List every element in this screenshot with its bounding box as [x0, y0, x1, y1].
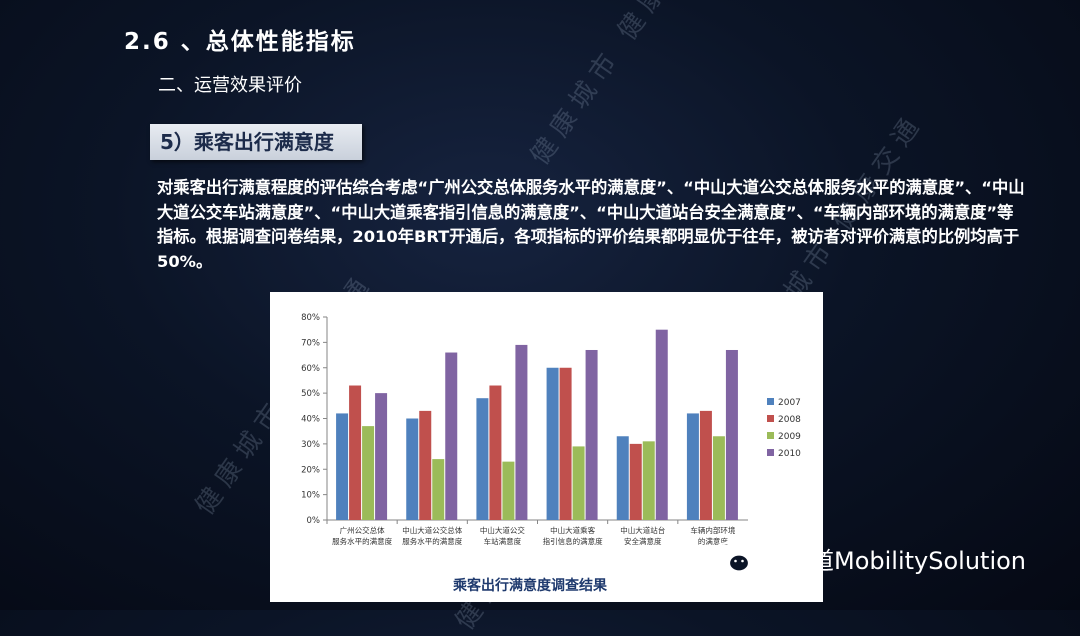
- legend-label: 2009: [778, 432, 801, 442]
- legend-label: 2010: [778, 449, 801, 459]
- brand-name: 行之道MobilitySolution: [762, 546, 1027, 575]
- legend-swatch-2010: [767, 449, 774, 456]
- brand-logo: 行之道MobilitySolution: [712, 540, 1026, 576]
- bar-2007: [406, 418, 419, 520]
- y-tick-label: 40%: [301, 415, 320, 425]
- bar-2009: [642, 441, 655, 520]
- item-heading: 5）乘客出行满意度: [150, 124, 362, 160]
- x-tick-label: 安全满意度: [624, 536, 662, 546]
- bar-2008: [349, 385, 362, 520]
- x-tick-label: 中山大道站台: [620, 525, 665, 535]
- satisfaction-chart: 0% 10% 20% 30% 40% 50% 60% 70% 80% 广州公交总体 服务水平的满意度…: [270, 292, 823, 602]
- x-tick-label: 服务水平的满意度: [402, 536, 462, 546]
- bar-2009: [572, 446, 585, 520]
- bar-2007: [476, 398, 489, 520]
- y-tick-label: 30%: [301, 440, 320, 450]
- watermark-text: 健康城市 健康交通: [524, 0, 715, 171]
- chart-title: 乘客出行满意度调查结果: [452, 577, 608, 594]
- y-tick-label: 10%: [301, 491, 320, 501]
- x-tick-label: 的满意度: [698, 536, 728, 546]
- bar-2007: [616, 436, 629, 520]
- y-tick-label: 70%: [301, 338, 320, 348]
- x-tick-label: 中山大道公交总体: [402, 525, 462, 535]
- x-tick-label: 广州公交总体: [340, 525, 385, 535]
- wechat-icon: [712, 541, 751, 573]
- bar-2010: [375, 393, 388, 520]
- legend-label: 2008: [778, 415, 801, 425]
- section-subtitle: 二、运营效果评价: [158, 75, 302, 96]
- bar-2007: [546, 367, 559, 520]
- x-tick-label: 指引信息的满意度: [543, 536, 603, 546]
- chart-svg: 0%10%20%30%40%50%60%70%80%广州公交总体服务水平的满意度…: [301, 313, 801, 594]
- bar-2009: [502, 461, 515, 520]
- y-tick-label: 80%: [301, 313, 320, 323]
- x-tick-label: 车站满意度: [484, 536, 522, 546]
- bar-2007: [686, 413, 699, 520]
- legend-swatch-2007: [767, 398, 774, 405]
- bar-2009: [362, 426, 375, 520]
- legend-swatch-2009: [767, 432, 774, 439]
- bar-2008: [559, 367, 572, 520]
- bar-2010: [445, 352, 458, 520]
- bar-2008: [489, 385, 502, 520]
- slide-title: 2.6 、总体性能指标: [124, 29, 356, 55]
- bar-2008: [419, 410, 432, 520]
- bar-2008: [629, 443, 642, 520]
- bar-2010: [725, 349, 738, 520]
- bar-2007: [336, 413, 349, 520]
- y-tick-label: 60%: [301, 364, 320, 374]
- y-tick-label: 20%: [301, 465, 320, 475]
- bar-2009: [712, 436, 725, 520]
- body-paragraph: 对乘客出行满意程度的评估综合考虑“广州公交总体服务水平的满意度”、“中山大道公交…: [157, 178, 1025, 271]
- bar-2010: [655, 329, 668, 520]
- bar-2009: [432, 459, 445, 520]
- bar-2008: [699, 410, 712, 520]
- x-tick-label: 中山大道公交: [480, 525, 525, 535]
- x-tick-label: 中山大道乘客: [550, 525, 595, 535]
- bar-2010: [585, 349, 598, 520]
- y-tick-label: 50%: [301, 389, 320, 399]
- x-tick-label: 车辆内部环境: [690, 525, 735, 535]
- bar-2010: [515, 344, 528, 520]
- legend-label: 2007: [778, 398, 801, 408]
- x-tick-label: 服务水平的满意度: [332, 536, 392, 546]
- legend-swatch-2008: [767, 415, 774, 422]
- y-tick-label: 0%: [307, 516, 321, 526]
